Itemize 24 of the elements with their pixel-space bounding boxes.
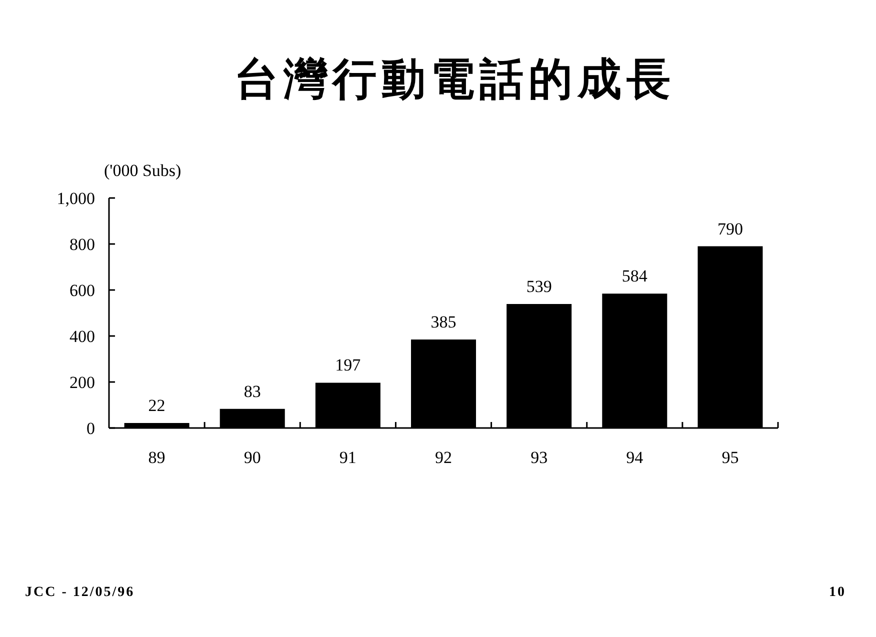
data-label: 790: [717, 219, 743, 238]
x-tick-label: 95: [722, 448, 739, 467]
text: 10: [829, 584, 846, 602]
text: JCC - 12/05/96: [25, 584, 135, 602]
chart-title: 台灣行動電話的成長: [234, 54, 676, 106]
x-tick-label: 90: [244, 448, 261, 467]
y-tick-label: 800: [70, 234, 95, 254]
data-label: 385: [430, 312, 456, 332]
data-label: 22: [148, 396, 166, 415]
y-axis-title: ('000 Subs): [104, 160, 182, 182]
y-tick-label: 600: [70, 280, 95, 300]
data-label: 539: [526, 277, 552, 296]
y-tick-label: 400: [70, 326, 95, 346]
y-tick-label: 1,000: [56, 188, 95, 208]
y-tick-label: 200: [70, 372, 95, 392]
y-tick-label: 0: [86, 418, 95, 438]
x-tick-label: 94: [626, 448, 644, 467]
data-label: 83: [244, 382, 261, 401]
data-label: 584: [622, 266, 648, 286]
x-tick-label: 91: [339, 448, 356, 467]
data-label: 197: [335, 356, 362, 375]
x-tick-label: 93: [530, 448, 548, 467]
x-tick-label: 92: [435, 448, 452, 467]
x-tick-label: 89: [148, 448, 166, 467]
